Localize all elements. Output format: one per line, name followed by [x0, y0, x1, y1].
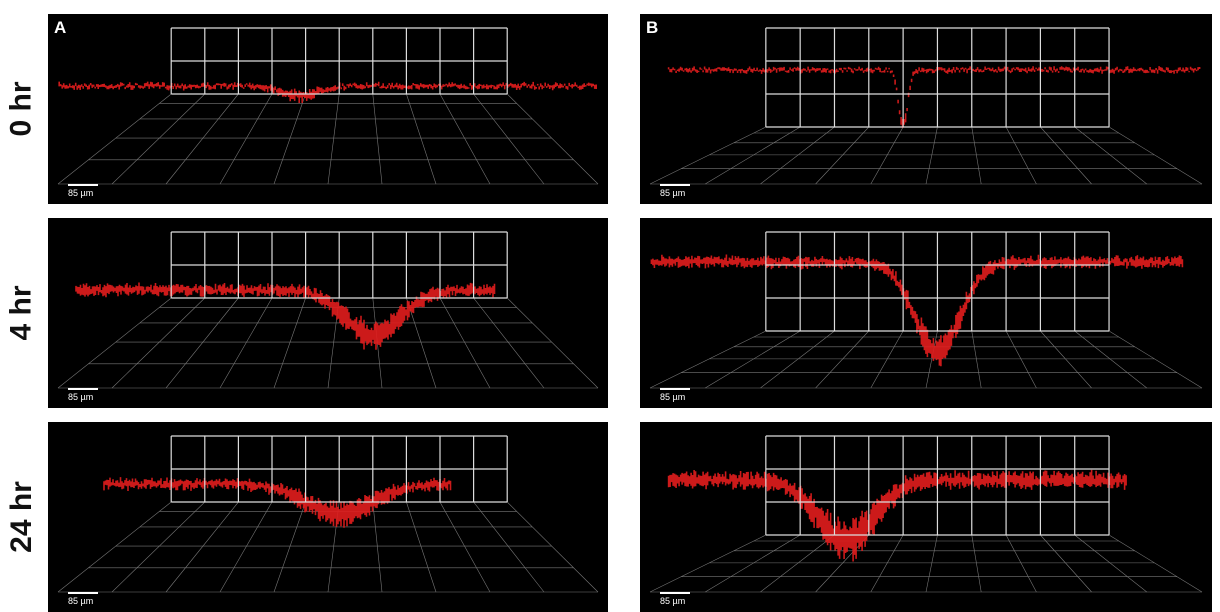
floor-grid	[705, 331, 800, 388]
image-panel: 85 µm	[640, 422, 1212, 612]
image-panel: 85 µm	[48, 218, 608, 408]
floor-grid	[328, 94, 339, 184]
floor-grid	[440, 94, 490, 184]
floor-grid	[1040, 127, 1091, 184]
floor-grid	[972, 331, 981, 388]
floor-grid	[474, 298, 544, 388]
scale-bar: 85 µm	[68, 184, 98, 198]
floor-grid	[406, 94, 436, 184]
floor-grid	[474, 94, 544, 184]
floor-grid	[1006, 331, 1036, 388]
image-panel: A 85 µm	[48, 14, 608, 204]
fluorescence-signal	[669, 66, 1200, 128]
floor-grid	[1075, 535, 1147, 592]
scale-bar-text: 85 µm	[660, 392, 685, 402]
figure: 0 hr 4 hr 24 hr A 85 µm 85 µm 85 µm B 85 µm 85 µm…	[0, 0, 1220, 612]
floor-grid	[1075, 127, 1147, 184]
scale-bar: 85 µm	[660, 184, 690, 198]
row-label-text: 0 hr	[5, 81, 39, 136]
render	[640, 218, 1212, 408]
floor-grid	[871, 127, 903, 184]
panel-label: A	[54, 18, 66, 38]
floor-grid	[507, 502, 598, 592]
image-panel: 85 µm	[48, 422, 608, 612]
render	[640, 14, 1212, 204]
floor-grid	[1006, 127, 1036, 184]
row-label: 4 hr	[0, 218, 44, 408]
scale-bar: 85 µm	[68, 592, 98, 606]
floor-grid	[507, 94, 598, 184]
floor-grid	[650, 535, 766, 592]
fluorescence-signal	[76, 283, 495, 350]
floor-grid	[972, 535, 981, 592]
floor-grid	[1075, 331, 1147, 388]
scale-bar-line	[68, 388, 98, 390]
floor-grid	[1109, 127, 1202, 184]
floor-grid	[440, 298, 490, 388]
floor-grid	[1040, 331, 1091, 388]
scale-bar: 85 µm	[660, 388, 690, 402]
floor-grid	[406, 298, 436, 388]
floor-grid	[650, 127, 766, 184]
floor-grid	[58, 502, 171, 592]
render	[48, 218, 608, 408]
floor-grid	[1006, 535, 1036, 592]
floor-grid	[650, 331, 766, 388]
image-panel: 85 µm	[640, 218, 1212, 408]
floor-grid	[373, 502, 382, 592]
panel-label: B	[646, 18, 658, 38]
floor-grid	[58, 298, 171, 388]
floor-grid	[871, 535, 903, 592]
floor-grid	[507, 298, 598, 388]
floor-grid	[274, 298, 306, 388]
row-label-text: 4 hr	[5, 285, 39, 340]
fluorescence-signal	[59, 82, 596, 103]
scale-bar: 85 µm	[660, 592, 690, 606]
row-label: 0 hr	[0, 14, 44, 204]
render	[48, 14, 608, 204]
floor-grid	[1109, 535, 1202, 592]
floor-grid	[440, 502, 490, 592]
floor-grid	[926, 127, 937, 184]
scale-bar-line	[68, 592, 98, 594]
floor-grid	[705, 535, 800, 592]
floor-grid	[972, 127, 981, 184]
floor-grid	[871, 331, 903, 388]
floor-grid	[926, 535, 937, 592]
floor-grid	[406, 502, 436, 592]
scale-bar-line	[660, 388, 690, 390]
scale-bar-line	[68, 184, 98, 186]
floor-grid	[274, 94, 306, 184]
scale-bar-text: 85 µm	[68, 188, 93, 198]
scale-bar-text: 85 µm	[68, 392, 93, 402]
fluorescence-signal	[669, 470, 1127, 562]
floor-grid	[1040, 535, 1091, 592]
floor-grid	[58, 94, 171, 184]
scale-bar-text: 85 µm	[660, 188, 685, 198]
floor-grid	[373, 94, 382, 184]
floor-grid	[112, 94, 205, 184]
floor-grid	[112, 298, 205, 388]
scale-bar-line	[660, 184, 690, 186]
floor-grid	[274, 502, 306, 592]
floor-grid	[1109, 331, 1202, 388]
render	[640, 422, 1212, 612]
scale-bar-text: 85 µm	[68, 596, 93, 606]
floor-grid	[474, 502, 544, 592]
floor-grid	[112, 502, 205, 592]
scale-bar-text: 85 µm	[660, 596, 685, 606]
render	[48, 422, 608, 612]
floor-grid	[705, 127, 800, 184]
image-panel: B 85 µm	[640, 14, 1212, 204]
scale-bar: 85 µm	[68, 388, 98, 402]
row-label-text: 24 hr	[5, 481, 39, 553]
scale-bar-line	[660, 592, 690, 594]
fluorescence-signal	[651, 255, 1182, 367]
row-label: 24 hr	[0, 422, 44, 612]
